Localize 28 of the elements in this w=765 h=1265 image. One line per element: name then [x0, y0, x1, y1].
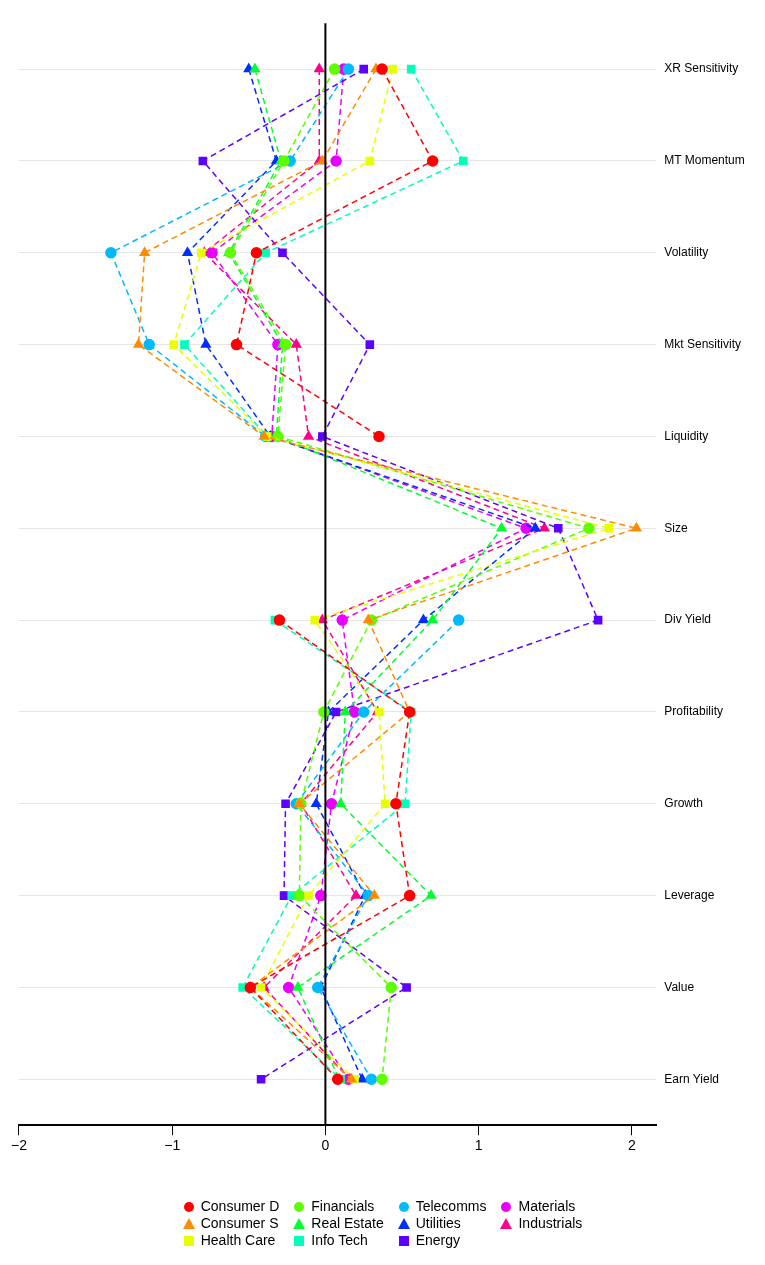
y-tick-label: Profitability [664, 704, 724, 719]
legend-label: Industrials [518, 1215, 583, 1231]
y-tick-label: Mkt Sensitivity [664, 336, 742, 351]
legend-label: Energy [415, 1232, 461, 1248]
legend-label: Health Care [200, 1232, 276, 1248]
y-tick-label: Earn Yield [664, 1071, 720, 1086]
y-tick-label: Growth [664, 796, 704, 811]
y-tick-label: XR Sensitivity [664, 61, 739, 76]
y-tick-label: Value [664, 979, 695, 994]
legend-label: Materials [518, 1198, 576, 1214]
legend-label: Telecomms [415, 1198, 487, 1214]
legend-label: Consumer D [200, 1198, 280, 1214]
legend-label: Consumer S [200, 1215, 279, 1231]
y-tick-label: Liquidity [664, 428, 709, 443]
legend-label: Info Tech [311, 1232, 368, 1248]
x-tick-label: −1 [164, 1137, 181, 1154]
y-tick-label: Leverage [664, 887, 715, 902]
legend-label: Real Estate [311, 1215, 384, 1231]
y-tick-label: MT Momentum [664, 153, 745, 168]
y-tick-label: Volatility [664, 245, 709, 260]
legend-label: Utilities [415, 1215, 461, 1231]
y-tick-label: Size [664, 520, 688, 535]
x-tick-label: 0 [321, 1137, 330, 1154]
x-tick-label: −2 [11, 1137, 28, 1154]
x-tick-label: 1 [474, 1137, 483, 1154]
legend-label: Financials [311, 1198, 375, 1214]
y-tick-label: Div Yield [664, 612, 712, 627]
x-tick-label: 2 [627, 1137, 636, 1154]
